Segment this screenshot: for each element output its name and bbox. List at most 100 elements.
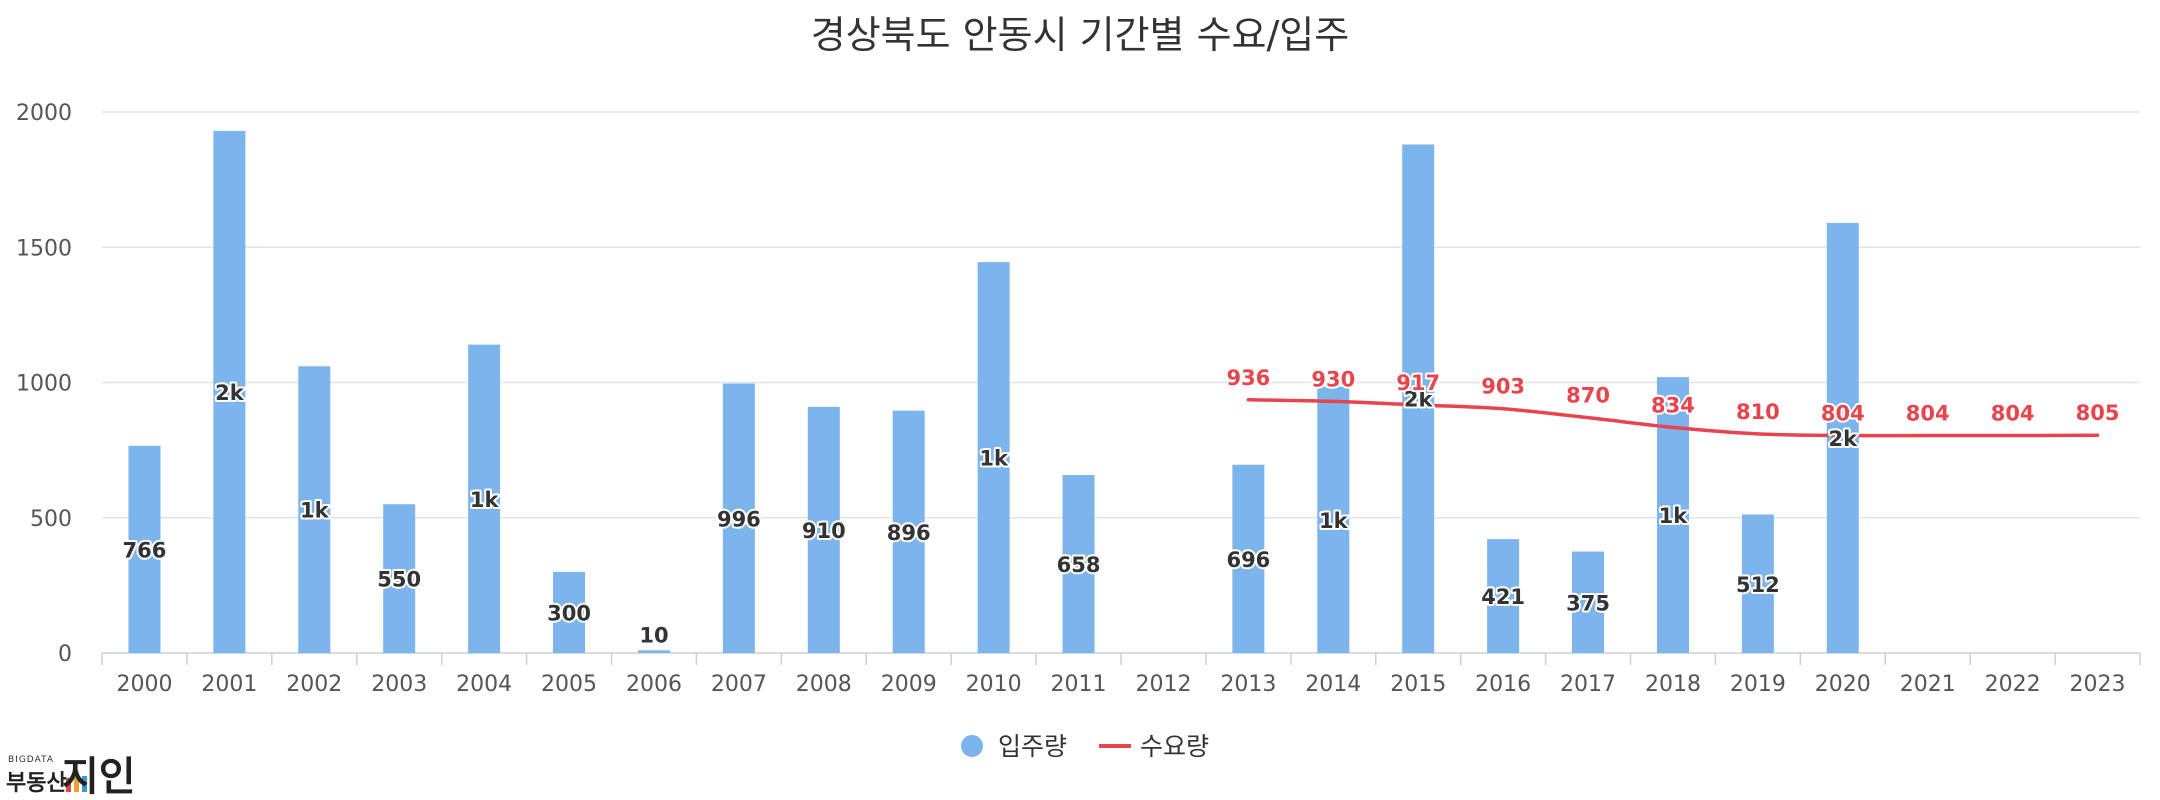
bar [213, 130, 246, 653]
line-data-label: 804 [1906, 402, 1950, 426]
bar-series [128, 130, 1859, 653]
logo-bar-icon-red [66, 778, 71, 792]
bar [1741, 514, 1774, 653]
y-axis: 0 500 1000 1500 2000 [16, 101, 72, 667]
x-tick-label: 2018 [1645, 672, 1701, 697]
x-tick-label: 2012 [1135, 672, 1191, 697]
x-tick-label: 2014 [1305, 672, 1361, 697]
bar-data-label: 766 [123, 538, 167, 562]
line-data-label: 804 [1821, 402, 1865, 426]
x-tick-label: 2016 [1475, 672, 1531, 697]
line-data-label: 917 [1396, 371, 1440, 395]
y-tick-label: 0 [58, 642, 72, 667]
x-tick-label: 2013 [1220, 672, 1276, 697]
line-data-label: 834 [1651, 393, 1695, 417]
bar-data-labels: 766 2k 1k 550 1k 300 10 996 910 896 1k 658 696 1k 2k 42… [121, 379, 1861, 649]
bar [298, 366, 331, 653]
x-tick-label: 2008 [796, 672, 852, 697]
bar [468, 344, 501, 653]
bar [892, 410, 925, 653]
x-tick-label: 2019 [1730, 672, 1786, 697]
x-tick-label: 2006 [626, 672, 682, 697]
logo-brand-text: 지인 [62, 754, 136, 800]
x-tick-label: 2020 [1815, 672, 1871, 697]
logo-bar-icon-orange [74, 772, 79, 792]
line-data-label: 903 [1481, 375, 1525, 399]
bar [977, 262, 1010, 653]
bar-data-label: 512 [1736, 573, 1780, 597]
bar-data-label: 1k [1319, 509, 1349, 533]
legend-label-line: 수요량 [1140, 732, 1209, 761]
bar-data-label: 2k [1829, 427, 1859, 451]
bar [1232, 464, 1265, 653]
bar-data-label: 300 [547, 601, 591, 625]
grid-lines [102, 111, 2140, 519]
x-tick-label: 2000 [116, 672, 172, 697]
bar [722, 383, 755, 653]
bar-data-label: 1k [300, 499, 330, 523]
x-tick-label: 2001 [201, 672, 257, 697]
line-data-label: 804 [1991, 402, 2035, 426]
bar [1487, 539, 1520, 653]
bar [1826, 222, 1859, 653]
bar-data-label: 1k [979, 447, 1009, 471]
bar-data-label: 896 [887, 521, 931, 545]
bar-data-label: 1k [470, 488, 500, 512]
bar [128, 445, 161, 653]
x-tick-label: 2003 [371, 672, 427, 697]
x-tick-label: 2010 [966, 672, 1022, 697]
bar [1317, 386, 1350, 653]
bar-data-label: 1k [1659, 504, 1689, 528]
legend-item-line[interactable]: 수요량 [1099, 732, 1209, 761]
x-tick-label: 2011 [1051, 672, 1107, 697]
y-tick-label: 1000 [16, 372, 72, 397]
demand-line [1246, 398, 2100, 438]
bar-data-label: 550 [377, 568, 421, 592]
bar [383, 504, 416, 653]
x-tick-label: 2007 [711, 672, 767, 697]
line-data-label: 805 [2076, 401, 2120, 425]
line-series [1246, 398, 2100, 438]
line-data-label: 810 [1736, 400, 1780, 424]
x-tick-label: 2022 [1985, 672, 2041, 697]
line-data-label: 870 [1566, 384, 1610, 408]
bar-data-label: 421 [1481, 585, 1525, 609]
bar [807, 406, 840, 653]
x-tick-label: 2017 [1560, 672, 1616, 697]
bar-data-label: 2k [1404, 388, 1434, 412]
bar-data-label: 10 [639, 623, 668, 647]
logo-small-text: BIGDATA [8, 755, 54, 765]
logo: BIGDATA 부동산 지인 [6, 754, 136, 800]
bar [1402, 144, 1435, 653]
chart-title: 경상북도 안동시 기간별 수요/입주 [811, 13, 1349, 57]
bar [1656, 377, 1689, 653]
legend-item-bar[interactable]: 입주량 [961, 732, 1067, 761]
bar-data-label: 375 [1566, 591, 1610, 615]
x-tick-label: 2002 [286, 672, 342, 697]
x-axis: 2000 2001 2002 2003 2004 2005 2006 2007 2008 2009… [101, 652, 2141, 697]
bar-data-label: 2k [215, 381, 245, 405]
x-tick-label: 2023 [2070, 672, 2126, 697]
x-tick-label: 2009 [881, 672, 937, 697]
logo-main-text: 부동산 [6, 771, 67, 796]
bar-data-label: 996 [717, 507, 761, 531]
bar [553, 571, 586, 653]
y-tick-label: 1500 [16, 236, 72, 261]
logo-bar-icon-blue [82, 776, 87, 792]
line-data-label: 936 [1226, 366, 1270, 390]
bar [637, 650, 670, 653]
bar [1062, 475, 1095, 653]
x-tick-label: 2021 [1900, 672, 1956, 697]
x-tick-label: 2005 [541, 672, 597, 697]
bar-data-label: 696 [1226, 548, 1270, 572]
x-tick-label: 2015 [1390, 672, 1446, 697]
y-tick-label: 500 [30, 507, 72, 532]
bar [1572, 551, 1605, 653]
circle-marker-icon [961, 735, 983, 757]
legend-label-bar: 입주량 [998, 732, 1067, 761]
bar-data-label: 910 [802, 519, 846, 543]
line-data-labels: 936 930 917 903 870 834 810 804 804 804 805 [1224, 364, 2121, 428]
y-tick-label: 2000 [16, 101, 72, 126]
bar-data-label: 658 [1057, 553, 1101, 577]
